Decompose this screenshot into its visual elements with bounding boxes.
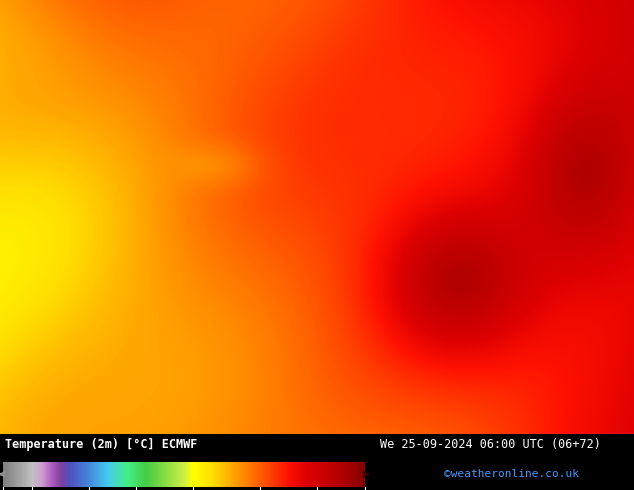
Text: ©weatheronline.co.uk: ©weatheronline.co.uk xyxy=(444,468,579,479)
Text: We 25-09-2024 06:00 UTC (06+72): We 25-09-2024 06:00 UTC (06+72) xyxy=(380,438,601,451)
Text: Temperature (2m) [°C] ECMWF: Temperature (2m) [°C] ECMWF xyxy=(5,438,197,451)
